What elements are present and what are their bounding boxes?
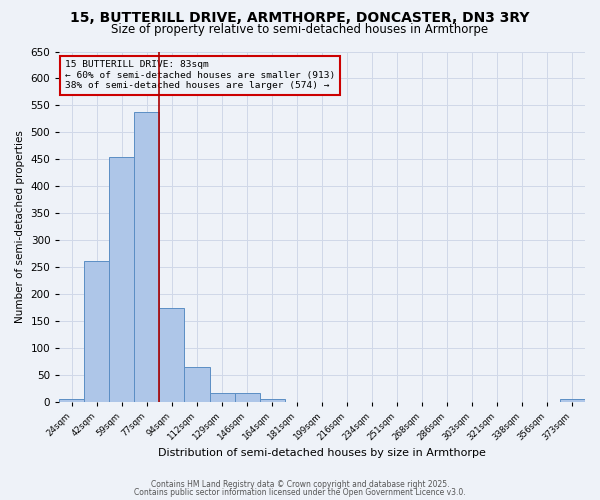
Y-axis label: Number of semi-detached properties: Number of semi-detached properties [15,130,25,323]
Text: Size of property relative to semi-detached houses in Armthorpe: Size of property relative to semi-detach… [112,22,488,36]
Bar [260,399,284,402]
Bar [235,392,260,402]
Bar [109,156,134,402]
Bar [160,308,184,402]
Bar [134,112,160,402]
Bar [184,367,209,402]
Text: Contains HM Land Registry data © Crown copyright and database right 2025.: Contains HM Land Registry data © Crown c… [151,480,449,489]
Bar [59,399,85,402]
X-axis label: Distribution of semi-detached houses by size in Armthorpe: Distribution of semi-detached houses by … [158,448,486,458]
Text: 15, BUTTERILL DRIVE, ARMTHORPE, DONCASTER, DN3 3RY: 15, BUTTERILL DRIVE, ARMTHORPE, DONCASTE… [70,11,530,25]
Text: Contains public sector information licensed under the Open Government Licence v3: Contains public sector information licen… [134,488,466,497]
Bar [85,260,109,402]
Bar [209,392,235,402]
Text: 15 BUTTERILL DRIVE: 83sqm
← 60% of semi-detached houses are smaller (913)
38% of: 15 BUTTERILL DRIVE: 83sqm ← 60% of semi-… [65,60,335,90]
Bar [560,399,585,402]
